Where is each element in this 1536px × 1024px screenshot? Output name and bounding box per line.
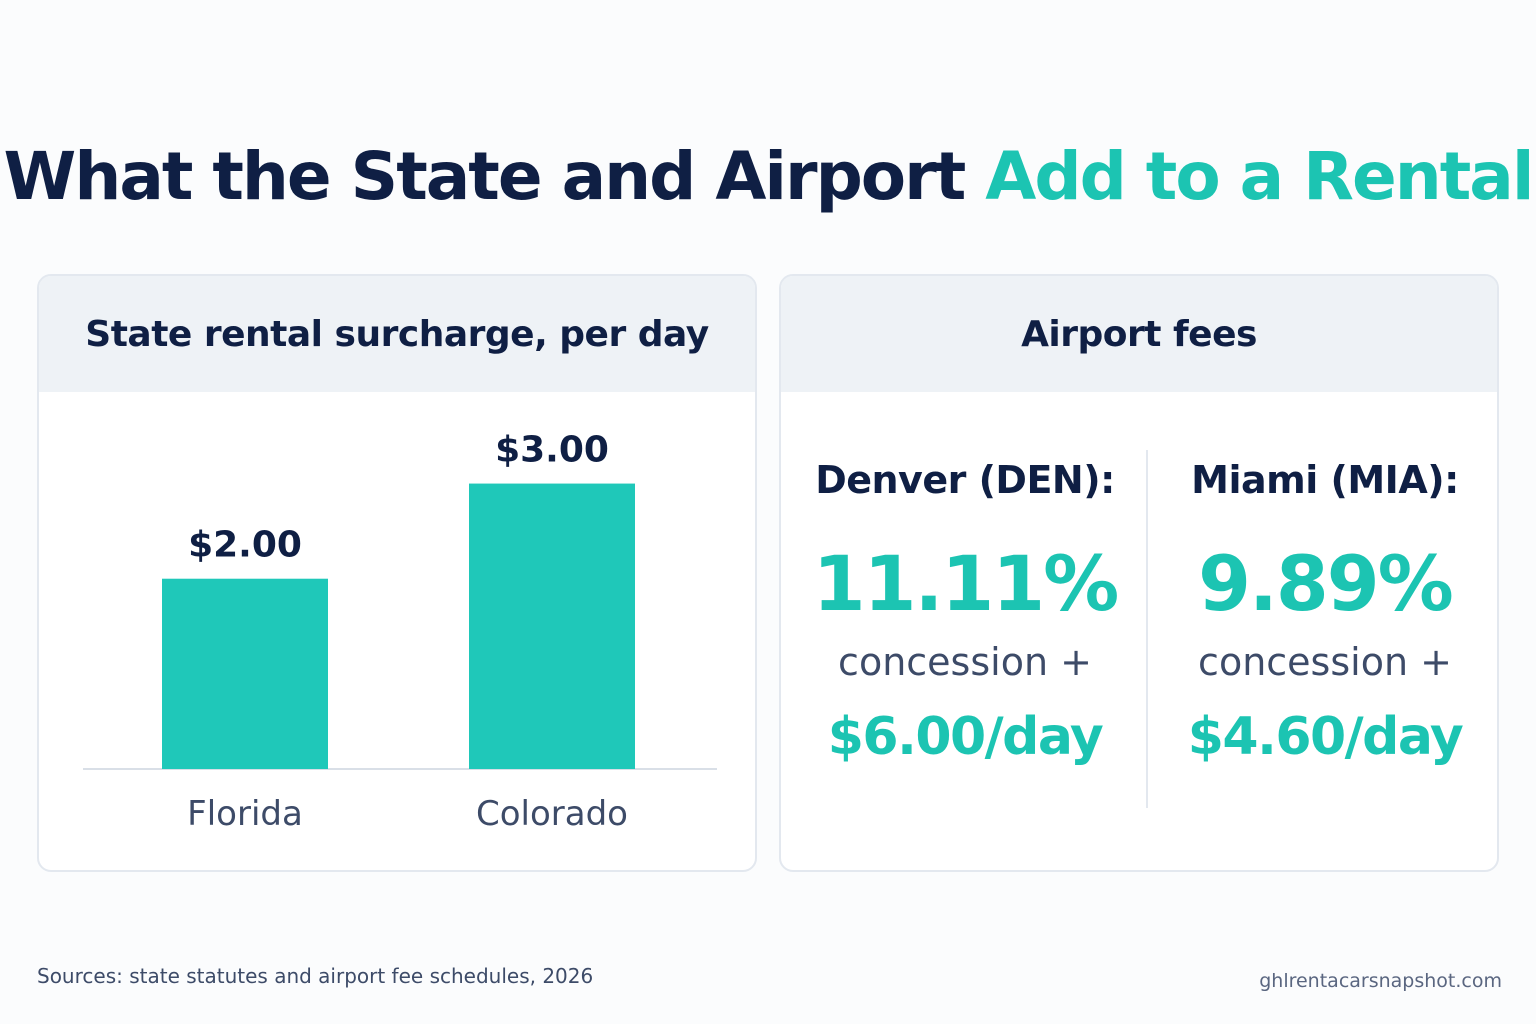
- airport-mia-name: Miami (MIA):: [1191, 458, 1459, 502]
- sources-note: Sources: state statutes and airport fee …: [37, 964, 594, 988]
- airport-divider: [1146, 450, 1148, 808]
- bar-value-label-colorado: $3.00: [495, 430, 609, 471]
- page-title: What the State and Airport Add to a Rent…: [0, 138, 1536, 215]
- airport-fees-header: Airport fees: [781, 276, 1497, 392]
- airport-den-concession: concession +: [838, 640, 1092, 684]
- airport-den-percent: 11.11%: [812, 539, 1120, 628]
- state-surcharge-card: State rental surcharge, per day $2.00 Flo…: [37, 274, 757, 872]
- bar-value-label-florida: $2.00: [188, 525, 302, 566]
- state-surcharge-chart: $2.00 Florida $3.00 Colorado: [83, 430, 717, 834]
- category-label-colorado: Colorado: [476, 794, 628, 834]
- airport-mia: Miami (MIA): 9.89% concession + $4.60/da…: [1155, 450, 1495, 772]
- airport-mia-concession: concession +: [1198, 640, 1452, 684]
- airport-mia-daily: $4.60/day: [1187, 707, 1464, 767]
- bar-colorado: [469, 483, 635, 769]
- airport-den-daily: $6.00/day: [827, 707, 1104, 767]
- bar-florida: [162, 578, 328, 769]
- airport-den-name: Denver (DEN):: [815, 458, 1115, 502]
- airport-den: Denver (DEN): 11.11% concession + $6.00/…: [795, 450, 1135, 772]
- title-accent: Add to a Rental: [985, 138, 1534, 215]
- state-surcharge-header: State rental surcharge, per day: [39, 276, 755, 392]
- airport-mia-percent: 9.89%: [1198, 539, 1454, 628]
- site-url: ghlrentacarsnapshot.com: [1259, 970, 1502, 992]
- title-main: What the State and Airport: [3, 138, 967, 215]
- category-label-florida: Florida: [187, 794, 303, 834]
- airport-fees-card: Airport fees: [779, 274, 1499, 872]
